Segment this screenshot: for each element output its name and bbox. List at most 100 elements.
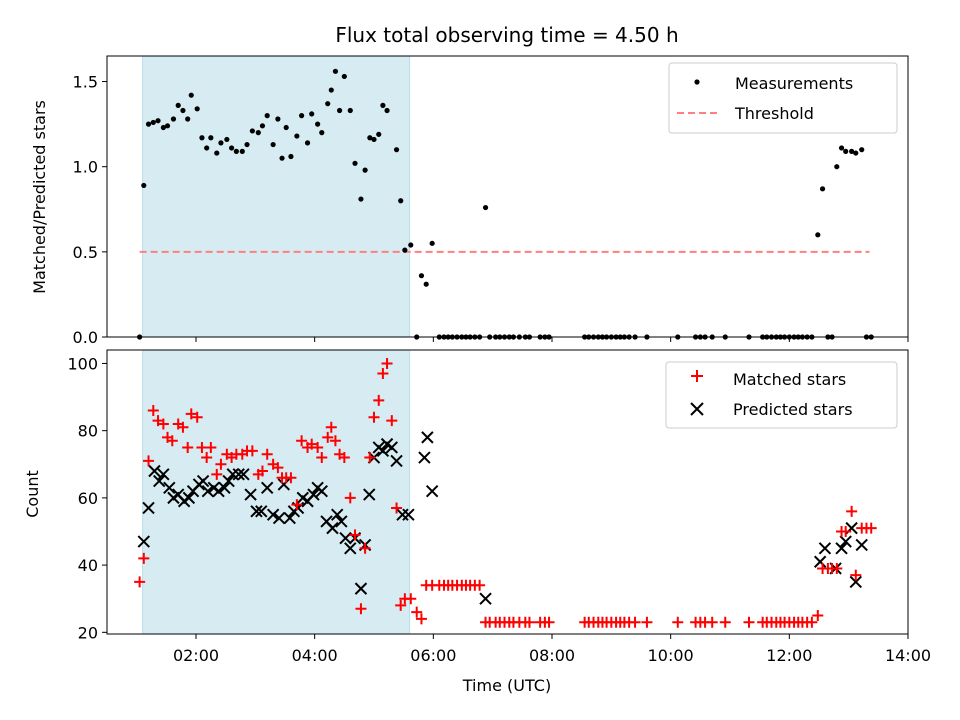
measurement-point [309,111,315,117]
predicted-star-point [335,515,348,528]
predicted-star-point [163,481,176,495]
measurement-point [341,73,347,80]
measurement-point [849,148,855,154]
predicted-star-point [182,491,196,505]
measurement-point [294,133,300,139]
measurement-point [160,124,166,131]
matched-star-point [138,552,150,564]
matched-star-point [806,616,818,628]
matched-star-point [743,616,755,628]
measurement-point [336,107,343,114]
matched-star-point [391,502,403,514]
measurement-point [398,198,404,204]
measurement-point [299,113,305,119]
predicted-star-point [255,505,268,518]
measurement-point [255,130,261,136]
predicted-star-point [137,535,150,548]
predicted-star-point [839,535,852,548]
matched-star-point [523,616,535,628]
measurement-point [352,160,358,166]
measurement-point [175,102,181,108]
measurement-point [270,141,276,148]
bottom-shaded-span [142,349,411,635]
measurement-point [199,135,205,141]
matched-star-point [191,411,203,423]
predicted-star-point [331,508,344,521]
bottom-y-axis-label: Count [23,470,42,518]
predicted-star-point [818,542,832,555]
measurement-point [315,121,321,127]
predicted-star-point [260,481,274,495]
bottom-x-tick-label: 04:00 [292,646,338,665]
predicted-star-point [266,508,280,521]
matched-star-point [719,616,731,628]
measurement-point [319,130,325,136]
bottom-axes-frame [106,349,909,635]
measurement-point [279,155,285,161]
predicted-star-point [385,441,399,454]
matched-star-point [395,599,407,611]
predicted-star-point [153,474,166,488]
measurement-point [819,186,826,192]
bottom-x-tick-label: 10:00 [648,646,694,665]
legend-threshold-label: Threshold [734,104,814,123]
bottom-x-tick-label: 02:00 [173,646,219,665]
measurement-point [347,107,353,114]
predicted-star-point [142,501,155,515]
matched-star-point [812,610,824,622]
top-y-tick-label: 0.5 [73,243,98,262]
measurement-point [275,116,281,122]
top-y-tick-label: 1.0 [73,158,98,177]
top-x-ticks [195,337,909,342]
predicted-star-point [849,575,862,589]
predicted-star-point [479,592,492,605]
measurement-point [188,92,194,98]
measurement-point [233,148,239,154]
matched-star-point [147,404,159,416]
matched-star-point [246,445,258,457]
matched-star-point [134,576,146,588]
matched-star-point [215,458,227,470]
matched-star-point [325,421,337,433]
matched-star-point [205,441,217,453]
predicted-star-point [425,484,439,498]
matched-star-point [474,579,486,591]
top-y-axis-label: Matched/Predicted stars [30,100,49,294]
matched-star-point [143,455,155,467]
top-y-ticks: 0.0 0.5 1.0 1.5 [73,73,107,347]
measurement-point [288,153,294,160]
predicted-star-point [813,555,827,568]
matched-star-point [349,529,361,541]
matched-star-point [543,616,555,628]
predicted-star-point [283,511,296,525]
measurement-point [208,135,214,141]
top-shaded-span [142,55,411,338]
measurement-point [145,121,152,127]
top-axes-frame [106,55,909,338]
measurement-point [815,232,821,238]
matched-star-point [672,616,684,628]
predicted-star-point [196,474,210,488]
bottom-y-ticks: 20 40 60 80 100 [67,354,107,642]
top-legend: Measurements Threshold [668,62,898,134]
matched-star-point [182,441,194,453]
measurement-point [244,141,250,148]
measurement-point [185,116,191,122]
predicted-star-point [244,488,257,501]
predicted-star-point [218,481,231,495]
matched-star-point [306,438,318,450]
measurement-point [304,140,311,146]
measurement-point [367,135,373,141]
measurement-point [239,148,245,154]
predicted-star-point [354,582,368,595]
predicted-star-point [376,444,390,458]
bottom-x-ticks: 02:00 04:00 06:00 08:00 10:00 12:00 14:00 [173,634,931,665]
predicted-star-point [307,488,320,501]
measurement-point [332,68,339,74]
predicted-star-point [326,521,339,535]
measurement-point [408,242,414,248]
matched-star-point [386,415,398,427]
predicted-star-point [315,484,328,498]
top-y-tick-label: 0.0 [73,328,98,347]
